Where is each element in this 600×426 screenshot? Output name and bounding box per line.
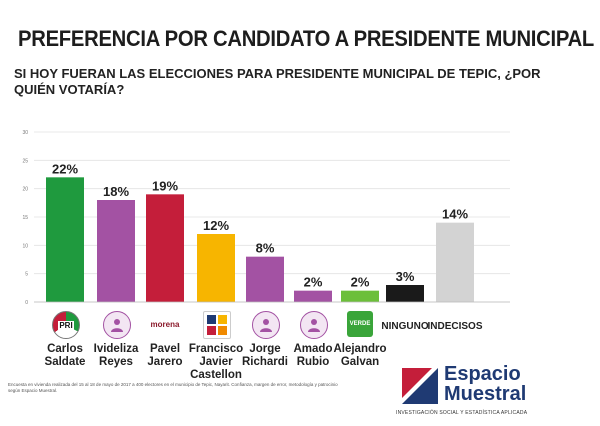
y-tick-label: 30 [22, 130, 28, 136]
candidate-name: Pavel Jarero [135, 343, 195, 369]
candidate-name-line: Pavel [149, 343, 181, 355]
y-tick-label: 20 [22, 187, 28, 193]
candidate-name: Amado Rubio [283, 343, 343, 369]
bar [246, 256, 284, 302]
candidate-name-line: Javier [199, 356, 233, 368]
candidate-name-line: Castellon [190, 369, 242, 381]
bar-value-label: 22% [52, 161, 78, 176]
person-icon [252, 311, 280, 339]
candidate-name-line: Galvan [340, 356, 380, 368]
brand-tagline: INVESTIGACIÓN SOCIAL Y ESTADÍSTICA APLIC… [396, 410, 528, 416]
bar-value-label: 14% [442, 207, 468, 222]
candidate-name-line: Rubio [296, 356, 330, 368]
bar [386, 285, 424, 302]
y-tick-label: 5 [25, 272, 28, 278]
footnote: Encuesta en vivienda realizada del 15 al… [8, 382, 338, 393]
morena-logo-icon: morena [150, 311, 180, 337]
candidate-name: Carlos Saldate [35, 343, 95, 369]
pri-logo-icon: PRI [52, 311, 80, 339]
bar-value-label: 3% [396, 269, 415, 284]
brand-name-line1: Espacio [444, 363, 521, 385]
candidate-name-line: Jarero [147, 356, 183, 368]
y-tick-label: 15 [22, 215, 28, 221]
brand-mark-icon [400, 366, 440, 406]
bar-value-label: 19% [152, 178, 178, 193]
bar-value-label: 18% [103, 184, 129, 199]
candidate-name-line: Carlos [47, 343, 83, 355]
verde-logo-icon: VERDE [347, 311, 373, 337]
bar-value-label: 12% [203, 218, 229, 233]
candidate-name-line: Francisco [188, 343, 244, 355]
candidate-name-line: Ivideliza [93, 343, 139, 355]
survey-question: SI HOY FUERAN LAS ELECCIONES PARA PRESID… [14, 66, 541, 97]
candidate-name-line: Saldate [44, 356, 86, 368]
candidate-name-line: Reyes [99, 356, 133, 368]
candidate-name: Alejandro Galvan [330, 343, 390, 369]
bar [146, 194, 184, 302]
bar [294, 290, 332, 302]
bar-value-label: 8% [256, 241, 275, 256]
y-tick-label: 10 [22, 243, 28, 249]
candidate-name-line: Alejandro [333, 343, 387, 355]
bar [46, 177, 84, 302]
y-tick-label: 25 [22, 158, 28, 164]
brand-name-line2: Muestral [444, 383, 527, 405]
candidate-name-line: Richardi [241, 356, 288, 368]
indecisos-label: INDECISOS [427, 321, 483, 332]
bar [97, 200, 135, 302]
candidate-name-line: Jorge [249, 343, 281, 355]
bar [436, 222, 474, 302]
y-tick-label: 0 [25, 300, 28, 306]
page-title: PREFERENCIA POR CANDIDATO A PRESIDENTE M… [18, 26, 595, 51]
candidate-name: Jorge Richardi [235, 343, 295, 369]
bar-value-label: 2% [304, 275, 323, 290]
person-icon [300, 311, 328, 339]
coalition-logo-icon [203, 311, 231, 339]
candidate-name-line: Amado [293, 343, 333, 355]
candidate-name: Ivideliza Reyes [86, 343, 146, 369]
brand-logo: Espacio Muestral INVESTIGACIÓN SOCIAL Y … [396, 364, 596, 420]
candidate-name: Francisco Javier Castellon [186, 343, 246, 382]
bar [197, 234, 235, 302]
bar [341, 290, 379, 302]
person-icon [103, 311, 131, 339]
bar-value-label: 2% [351, 275, 370, 290]
ninguno-label: NINGUNO [381, 321, 429, 332]
